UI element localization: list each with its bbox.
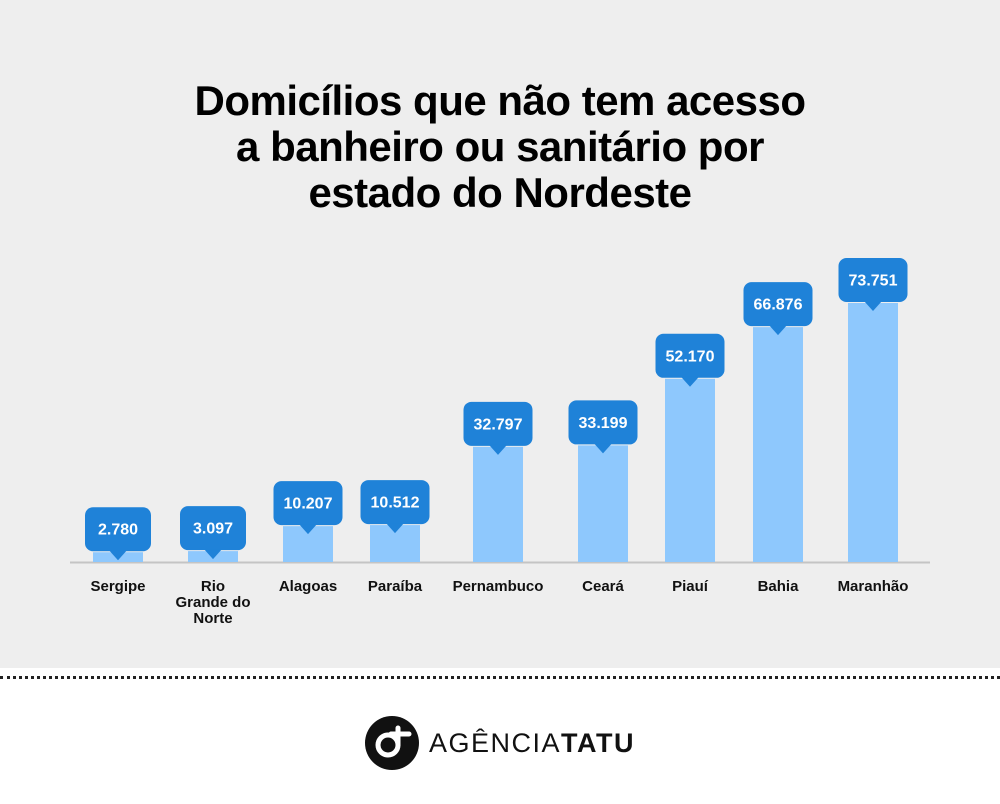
data-label-bubble — [463, 401, 533, 446]
chart-title-line: estado do Nordeste — [308, 169, 692, 216]
category-label-line: Paraíba — [368, 578, 423, 595]
brand-name-bold: TATU — [561, 727, 635, 758]
category-label-line: Ceará — [582, 578, 624, 595]
data-label-pointer — [204, 549, 222, 560]
category-label: Sergipe — [90, 578, 145, 595]
brand-name-light: AGÊNCIA — [428, 727, 562, 758]
data-label: 3.097 — [193, 521, 233, 538]
bar-chart: 2.780 Sergipe 3.097 Rio Grande do Norte 10.207… — [70, 258, 930, 627]
category-label: Piauí — [672, 578, 709, 595]
category-label-line: Bahia — [758, 578, 800, 595]
data-label: 66.876 — [754, 297, 803, 314]
bar — [665, 378, 715, 562]
category-label-line: Norte — [193, 610, 232, 627]
category-label: Rio Grande do Norte — [175, 578, 250, 627]
category-label-line: Alagoas — [279, 578, 337, 595]
data-label: 33.199 — [579, 415, 628, 432]
data-label: 73.751 — [849, 273, 898, 290]
data-label: 52.170 — [666, 348, 715, 365]
bar — [753, 327, 803, 562]
footer-brand: AGÊNCIATATU — [0, 712, 1000, 774]
brand-name: AGÊNCIATATU — [429, 728, 635, 759]
data-label: 2.780 — [98, 522, 138, 539]
chart-title-line: Domicílios que não tem acesso — [194, 77, 806, 124]
data-label-pointer — [489, 444, 507, 455]
category-label-line: Grande do — [175, 594, 250, 611]
category-label: Ceará — [582, 578, 624, 595]
category-label-line: Piauí — [672, 578, 709, 595]
category-label-line: Pernambuco — [453, 578, 544, 595]
agencia-tatu-logo-icon — [364, 716, 419, 770]
chart-title: Domicílios que não tem acesso a banheiro… — [0, 78, 1000, 216]
data-label-bubble — [568, 400, 638, 445]
data-label-bubble — [360, 480, 430, 525]
dotted-divider — [0, 676, 1000, 679]
data-label-pointer — [386, 523, 404, 534]
data-label-bubble — [655, 333, 725, 378]
bar — [578, 445, 628, 562]
category-label: Paraíba — [368, 578, 423, 595]
data-label: 32.797 — [474, 416, 523, 433]
category-label: Bahia — [758, 578, 800, 595]
bar — [848, 303, 898, 562]
category-label: Maranhão — [838, 578, 909, 595]
data-label-bubble — [85, 507, 151, 552]
data-label-pointer — [109, 550, 127, 561]
chart-title-line: a banheiro ou sanitário por — [236, 123, 764, 170]
category-label-line: Maranhão — [838, 578, 909, 595]
data-label-pointer — [299, 524, 317, 535]
category-label: Pernambuco — [453, 578, 544, 595]
data-label-pointer — [864, 301, 882, 311]
data-label: 10.512 — [371, 495, 420, 512]
data-label-bubble — [743, 282, 813, 327]
data-label-pointer — [769, 325, 787, 336]
data-label-pointer — [681, 376, 699, 387]
data-label-bubble — [273, 481, 343, 526]
data-label-pointer — [594, 443, 612, 454]
category-label: Alagoas — [279, 578, 337, 595]
category-label-line: Sergipe — [90, 578, 145, 595]
data-label: 10.207 — [284, 496, 333, 513]
bar — [473, 446, 523, 562]
data-label-bubble — [180, 506, 246, 551]
chart-panel: Domicílios que não tem acesso a banheiro… — [0, 0, 1000, 668]
data-label-bubble — [838, 258, 908, 302]
category-label-line: Rio — [201, 578, 225, 595]
